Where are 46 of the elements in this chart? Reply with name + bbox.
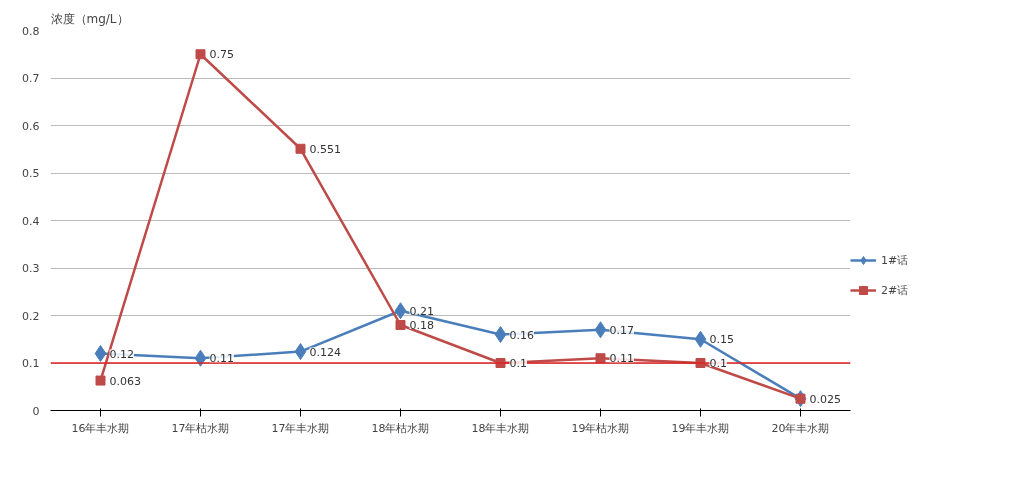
point xyxy=(95,375,106,386)
point xyxy=(694,330,707,348)
data-label: 0.551 xyxy=(309,142,341,156)
x-tick-label: 18年枯水期 xyxy=(371,421,430,435)
data-label: 0.11 xyxy=(209,352,234,366)
y-tick-label: 0.1 xyxy=(22,357,40,370)
legend-label: 1#话 xyxy=(881,252,909,268)
data-label: 0.21 xyxy=(409,304,434,318)
data-label: 0.17 xyxy=(609,323,634,337)
x-tick-label: 20年丰水期 xyxy=(771,421,830,435)
point xyxy=(294,343,307,361)
data-label: 0.1 xyxy=(509,357,527,370)
y-tick-label: 0.8 xyxy=(22,24,40,38)
x-tick-label: 19年枯水期 xyxy=(571,421,630,435)
point xyxy=(195,49,206,60)
point xyxy=(194,349,207,367)
x-tick-label: 17年枯水期 xyxy=(171,421,230,435)
point xyxy=(494,326,507,343)
data-label: 0.12 xyxy=(109,347,134,361)
y-tick-label: 0.4 xyxy=(22,214,40,228)
data-label: 0.15 xyxy=(709,333,734,347)
point xyxy=(394,302,407,320)
data-label: 0.18 xyxy=(409,319,434,332)
point xyxy=(594,321,607,339)
y-tick-label: 0.6 xyxy=(22,119,40,133)
data-label: 0.11 xyxy=(609,352,634,366)
y-tick-label: 0.2 xyxy=(22,309,40,323)
y-tick-label: 0.3 xyxy=(22,262,40,275)
x-tick-label: 16年丰水期 xyxy=(71,421,130,435)
point xyxy=(94,345,107,362)
y-tick-label: 0 xyxy=(32,404,40,418)
point xyxy=(395,320,406,330)
data-label: 0.16 xyxy=(509,328,534,342)
x-tick-label: 19年丰水期 xyxy=(671,421,730,435)
data-label: 0.1 xyxy=(709,357,727,370)
x-tick-label: 18年丰水期 xyxy=(471,421,530,435)
y-axis-title: 浓度（mg/L） xyxy=(50,11,129,26)
legend-label: 2#话 xyxy=(881,282,909,298)
data-label: 0.063 xyxy=(109,374,141,388)
data-label: 0.025 xyxy=(809,392,841,406)
y-tick-label: 0.7 xyxy=(22,72,40,85)
data-label: 0.75 xyxy=(209,48,234,62)
x-tick-label: 17年丰水期 xyxy=(271,421,330,435)
data-label: 0.124 xyxy=(309,345,341,359)
point xyxy=(295,143,306,154)
y-tick-label: 0.5 xyxy=(22,167,40,180)
